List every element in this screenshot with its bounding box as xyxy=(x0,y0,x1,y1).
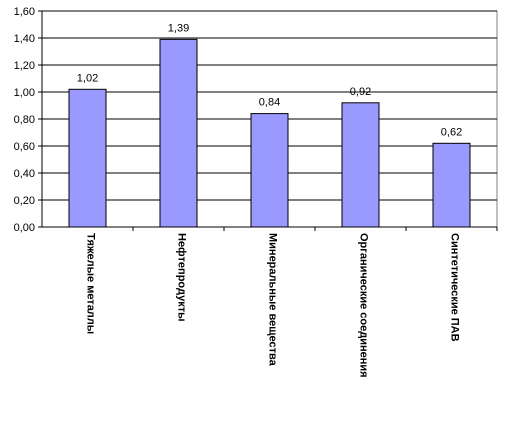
x-tick-label: Нефтепродукты xyxy=(176,233,188,322)
x-tick-label: Синтетические ПАВ xyxy=(449,233,461,342)
y-tick-label: 0,00 xyxy=(14,222,35,234)
y-tick-label: 1,40 xyxy=(14,33,35,45)
y-tick-label: 1,00 xyxy=(14,87,35,99)
bar xyxy=(250,113,289,228)
bar xyxy=(68,88,107,228)
y-tick-label: 0,60 xyxy=(14,141,35,153)
y-tick-label: 0,20 xyxy=(14,195,35,207)
value-label: 0,84 xyxy=(259,97,280,109)
x-tick-label: Минеральные вещества xyxy=(267,233,279,367)
bar xyxy=(432,142,471,228)
value-label: 1,39 xyxy=(168,22,189,34)
x-tick-label: Органические соединения xyxy=(358,233,370,378)
value-label: 0,62 xyxy=(441,126,462,138)
x-tick-label: Тяжелые металлы xyxy=(85,233,97,334)
y-tick-label: 0,80 xyxy=(14,114,35,126)
value-label: 1,02 xyxy=(77,72,98,84)
value-label: 0,92 xyxy=(350,86,371,98)
bar xyxy=(341,102,380,228)
y-tick-label: 1,20 xyxy=(14,60,35,72)
bar xyxy=(159,38,198,228)
y-tick-label: 0,40 xyxy=(14,168,35,180)
y-tick-label: 1,60 xyxy=(14,6,35,18)
